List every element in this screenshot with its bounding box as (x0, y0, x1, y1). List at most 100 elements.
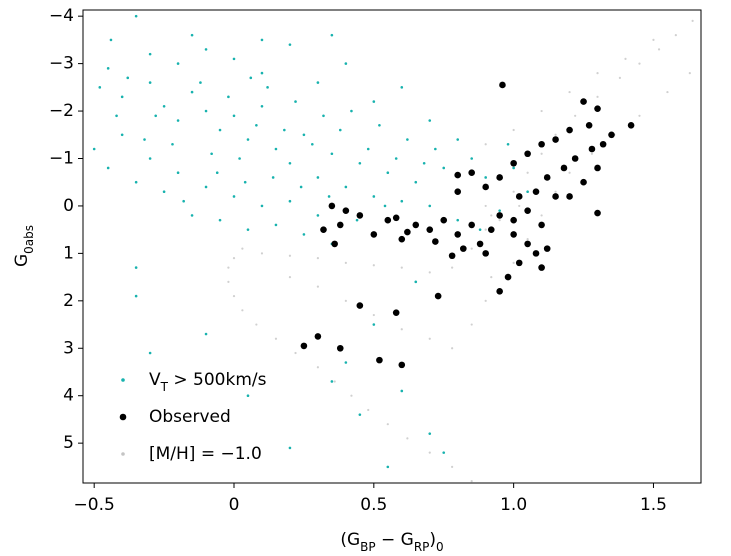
teal-point (456, 138, 460, 141)
isochrone-point (540, 214, 543, 217)
teal-point (218, 128, 222, 132)
observed-point (356, 212, 364, 219)
y-tick-label: 4 (63, 386, 74, 406)
observed-point (510, 231, 517, 238)
isochrone-point (512, 128, 515, 132)
observed-point (331, 240, 338, 248)
teal-point (366, 147, 370, 151)
teal-point (327, 195, 331, 198)
observed-point (412, 221, 420, 229)
observed-point (496, 288, 503, 295)
teal-point (344, 185, 348, 189)
isochrone-point (470, 480, 473, 483)
isochrone-point (333, 380, 336, 383)
isochrone-point (498, 219, 501, 222)
teal-point (316, 214, 320, 217)
isochrone-point (568, 171, 571, 174)
isochrone-point (688, 71, 691, 75)
y-tick-label: 1 (63, 243, 74, 263)
teal-point (344, 62, 348, 65)
observed-point (608, 131, 615, 139)
legend-marker (121, 452, 125, 456)
teal-point (428, 119, 432, 122)
isochrone-point (657, 48, 661, 51)
observed-point (515, 259, 523, 267)
isochrone-point (540, 152, 543, 155)
teal-point (470, 157, 473, 160)
teal-point (288, 199, 292, 203)
teal-point (442, 451, 446, 454)
teal-point (246, 138, 250, 141)
teal-point (428, 204, 432, 208)
teal-point (134, 294, 138, 298)
teal-point (260, 204, 264, 208)
observed-point (482, 183, 489, 191)
legend-marker (121, 378, 125, 382)
teal-point (330, 380, 334, 383)
x-tick-label: 0.5 (360, 495, 387, 515)
isochrone-point (470, 247, 473, 250)
teal-point (260, 71, 264, 75)
observed-point (300, 342, 308, 350)
teal-point (302, 133, 306, 137)
isochrone-point (451, 465, 454, 468)
teal-point (386, 171, 390, 175)
observed-point (566, 193, 573, 200)
teal-point (162, 105, 166, 108)
teal-point (260, 38, 264, 42)
teal-point (406, 138, 409, 141)
teal-point (330, 152, 334, 156)
observed-point (398, 361, 406, 369)
observed-point (460, 245, 467, 252)
isochrone-point (512, 190, 515, 193)
teal-point (176, 62, 180, 65)
observed-point (336, 344, 344, 352)
isochrone-point (274, 337, 278, 340)
isochrone-point (294, 351, 297, 355)
teal-point (106, 166, 110, 170)
isochrone-point (227, 266, 230, 269)
x-tick-label: 1.5 (640, 495, 667, 515)
teal-point (344, 361, 348, 364)
observed-point (552, 136, 559, 143)
teal-point (210, 152, 213, 156)
isochrone-point (344, 261, 347, 264)
teal-point (330, 33, 334, 37)
teal-point (311, 142, 314, 146)
teal-point (442, 166, 446, 170)
teal-point (414, 280, 418, 284)
y-tick-label: 3 (63, 338, 74, 358)
observed-point (342, 207, 350, 214)
isochrone-point (406, 437, 409, 440)
isochrone-point (568, 90, 571, 94)
isochrone-point (490, 214, 493, 217)
legend-label-part: Observed (149, 407, 231, 427)
observed-point (426, 226, 434, 233)
isochrone-point (386, 423, 389, 426)
x-axis-label-part: ) (429, 530, 436, 550)
teal-point (316, 176, 320, 179)
teal-point (204, 109, 208, 113)
observed-point (448, 252, 456, 260)
observed-point (404, 228, 411, 236)
isochrone-point (674, 34, 677, 37)
teal-point (372, 195, 376, 198)
legend-label: Observed (149, 407, 231, 427)
isochrone-point (540, 109, 543, 113)
teal-point (109, 38, 113, 42)
isochrone-point (554, 190, 557, 193)
teal-point (204, 48, 208, 51)
isochrone-point (666, 90, 669, 94)
teal-point (238, 157, 241, 160)
observed-point (392, 309, 400, 316)
teal-point (162, 190, 166, 194)
teal-point (274, 223, 278, 227)
y-axis-label: G0abs (12, 225, 36, 267)
isochrone-point (241, 309, 244, 312)
teal-point (120, 133, 124, 137)
observed-point (496, 174, 503, 181)
observed-point (538, 221, 545, 229)
observed-point (468, 221, 475, 229)
teal-point (148, 81, 152, 84)
